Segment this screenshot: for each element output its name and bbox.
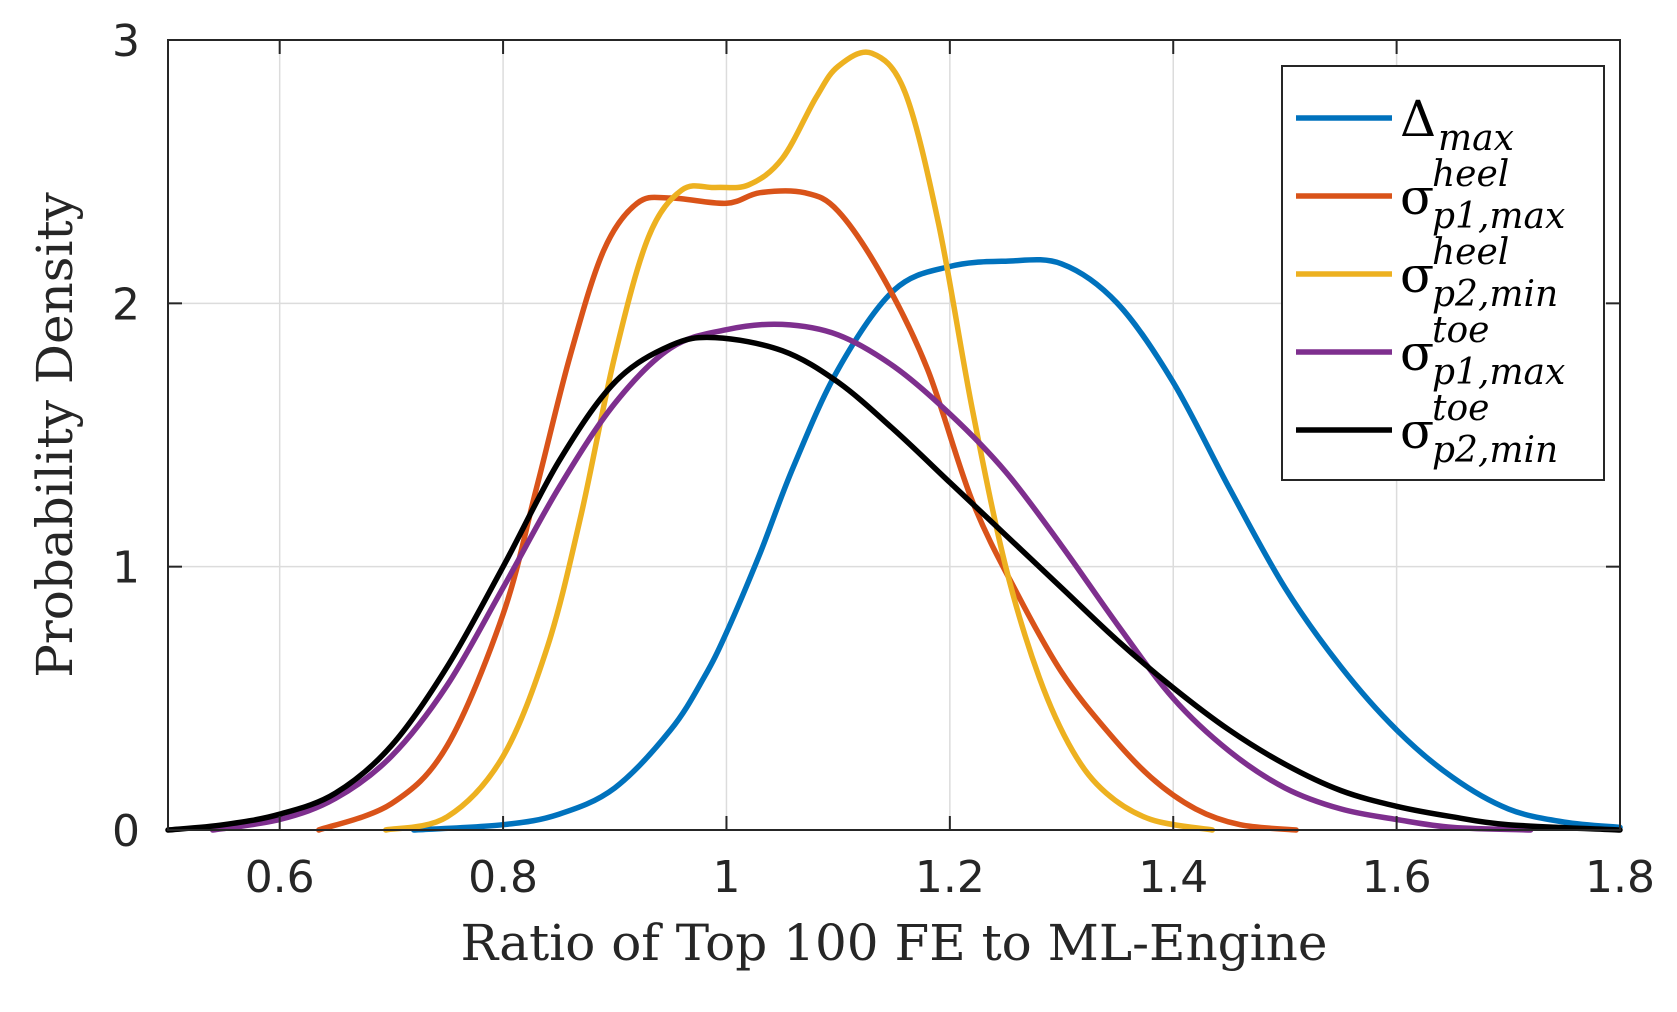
series-line-sigma-toe-p2-min xyxy=(165,334,1623,833)
y-tick-label: 1 xyxy=(112,543,140,594)
y-tick-label: 0 xyxy=(112,806,140,857)
legend-symbol: σ xyxy=(1400,402,1434,460)
x-tick-label: 1.6 xyxy=(1362,852,1432,903)
y-axis-label: Probability Density xyxy=(26,191,84,677)
legend-symbol: σ xyxy=(1400,324,1434,382)
legend-superscript: heel xyxy=(1432,154,1509,195)
tick-labels: 0.6 0.8 1 1.2 1.4 1.6 1.8 0 1 2 3 xyxy=(112,16,1655,903)
plot-frame xyxy=(167,39,1621,831)
legend-subscript: p2,min xyxy=(1432,274,1558,315)
series-line-delta-max xyxy=(410,256,1623,833)
x-tick-label: 0.6 xyxy=(245,852,315,903)
x-tick-label: 1.4 xyxy=(1138,852,1208,903)
legend-superscript: toe xyxy=(1432,388,1489,429)
legend-subscript: p2,min xyxy=(1432,430,1558,471)
y-tick-label: 2 xyxy=(112,279,140,330)
legend-symbol: Δ xyxy=(1400,90,1436,148)
legend-subscript: p1,max xyxy=(1432,352,1565,393)
x-tick-label: 1 xyxy=(712,852,740,903)
x-tick-label: 0.8 xyxy=(468,852,538,903)
y-tick-label: 3 xyxy=(112,16,140,67)
legend-symbol: σ xyxy=(1400,246,1434,304)
x-tick-label: 1.2 xyxy=(915,852,985,903)
series-line-sigma-heel-p1-max xyxy=(316,188,1299,833)
legend-symbol: σ xyxy=(1400,168,1434,226)
series-line-sigma-heel-p2-min xyxy=(383,49,1216,833)
series-layer xyxy=(165,49,1623,833)
legend-superscript: toe xyxy=(1432,310,1489,351)
legend-superscript: heel xyxy=(1432,232,1509,273)
axis-ticks xyxy=(168,39,1621,831)
legend-subscript: p1,max xyxy=(1432,196,1565,237)
x-axis-label: Ratio of Top 100 FE to ML-Engine xyxy=(461,914,1328,972)
x-tick-label: 1.8 xyxy=(1585,852,1655,903)
series-line-sigma-toe-p1-max xyxy=(209,321,1534,833)
legend-subscript: max xyxy=(1438,118,1514,159)
